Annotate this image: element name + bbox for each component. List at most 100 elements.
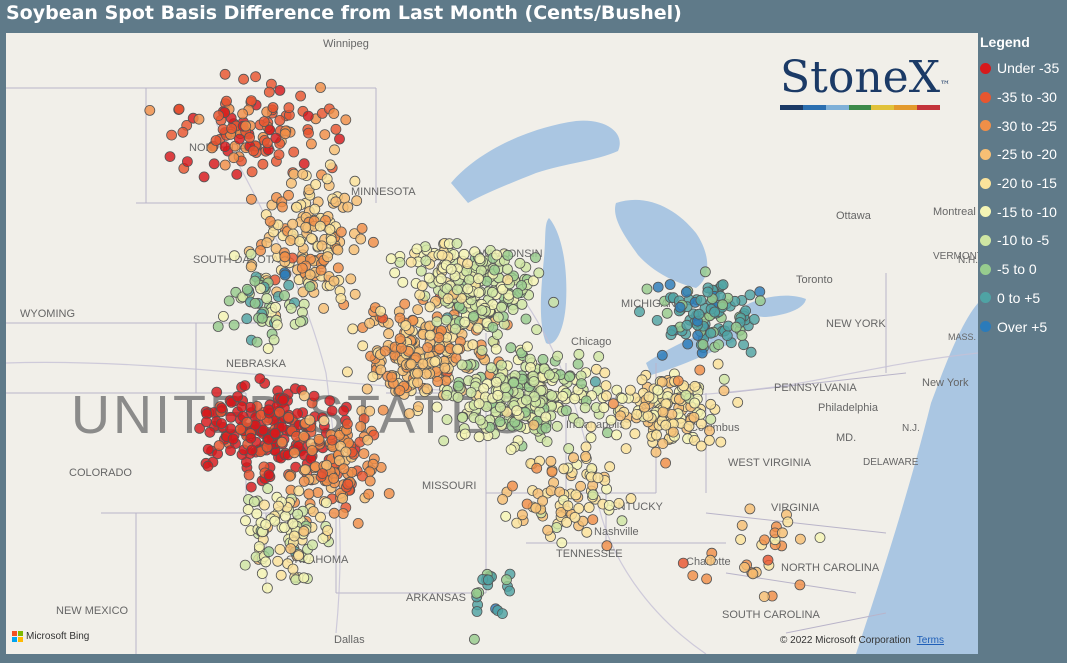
- basis-point[interactable]: [385, 253, 397, 265]
- basis-point[interactable]: [298, 158, 310, 170]
- basis-point[interactable]: [213, 110, 225, 121]
- basis-point[interactable]: [620, 418, 632, 430]
- basis-point[interactable]: [225, 445, 236, 457]
- basis-point[interactable]: [625, 384, 636, 396]
- basis-point[interactable]: [379, 345, 391, 357]
- basis-point[interactable]: [463, 274, 475, 286]
- basis-point[interactable]: [285, 302, 297, 314]
- basis-point[interactable]: [471, 606, 483, 617]
- basis-point[interactable]: [288, 146, 300, 158]
- basis-point[interactable]: [322, 251, 334, 263]
- basis-points-layer[interactable]: [144, 68, 826, 645]
- basis-point[interactable]: [505, 342, 517, 354]
- basis-point[interactable]: [563, 443, 575, 454]
- basis-point[interactable]: [713, 339, 724, 351]
- basis-point[interactable]: [575, 480, 586, 492]
- basis-point[interactable]: [292, 508, 304, 520]
- basis-point[interactable]: [351, 195, 363, 207]
- basis-point[interactable]: [613, 497, 625, 509]
- basis-point[interactable]: [604, 461, 616, 473]
- basis-point[interactable]: [672, 375, 684, 387]
- basis-point[interactable]: [262, 483, 274, 494]
- basis-point[interactable]: [782, 516, 794, 528]
- basis-point[interactable]: [322, 525, 334, 536]
- basis-point[interactable]: [666, 325, 678, 336]
- basis-point[interactable]: [314, 220, 326, 232]
- basis-point[interactable]: [257, 158, 269, 170]
- basis-point[interactable]: [502, 249, 514, 261]
- basis-point[interactable]: [687, 570, 699, 581]
- basis-point[interactable]: [407, 315, 419, 327]
- basis-point[interactable]: [438, 435, 450, 447]
- basis-point[interactable]: [239, 380, 251, 392]
- basis-point[interactable]: [245, 481, 257, 493]
- basis-point[interactable]: [246, 444, 258, 456]
- basis-point[interactable]: [412, 367, 424, 379]
- basis-point[interactable]: [299, 464, 311, 476]
- basis-point[interactable]: [287, 563, 299, 575]
- basis-point[interactable]: [341, 366, 353, 378]
- basis-point[interactable]: [491, 249, 503, 261]
- basis-point[interactable]: [533, 267, 545, 279]
- basis-point[interactable]: [326, 405, 338, 417]
- basis-point[interactable]: [287, 518, 299, 530]
- basis-point[interactable]: [272, 555, 284, 567]
- basis-point[interactable]: [736, 330, 748, 341]
- basis-point[interactable]: [326, 434, 338, 446]
- basis-point[interactable]: [546, 466, 558, 478]
- basis-point[interactable]: [429, 356, 441, 368]
- legend-item[interactable]: -35 to -30: [980, 83, 1065, 112]
- basis-point[interactable]: [245, 193, 257, 205]
- basis-point[interactable]: [777, 527, 788, 539]
- basis-point[interactable]: [364, 475, 376, 487]
- basis-point[interactable]: [473, 431, 485, 443]
- basis-point[interactable]: [279, 510, 291, 522]
- basis-point[interactable]: [251, 508, 263, 520]
- basis-point[interactable]: [219, 141, 231, 152]
- basis-point[interactable]: [255, 245, 266, 257]
- basis-point[interactable]: [611, 429, 622, 441]
- basis-point[interactable]: [754, 286, 766, 298]
- basis-point[interactable]: [204, 426, 216, 438]
- basis-point[interactable]: [307, 539, 318, 551]
- legend-item[interactable]: -30 to -25: [980, 111, 1065, 140]
- basis-point[interactable]: [495, 359, 507, 371]
- legend-item[interactable]: -15 to -10: [980, 197, 1065, 226]
- basis-point[interactable]: [701, 573, 712, 585]
- basis-point[interactable]: [468, 633, 480, 645]
- basis-point[interactable]: [321, 173, 333, 185]
- basis-point[interactable]: [241, 416, 253, 428]
- basis-point[interactable]: [528, 275, 539, 287]
- basis-point[interactable]: [528, 376, 540, 387]
- basis-point[interactable]: [468, 310, 479, 322]
- basis-point[interactable]: [497, 493, 509, 505]
- basis-point[interactable]: [625, 493, 637, 504]
- basis-point[interactable]: [300, 221, 312, 233]
- basis-point[interactable]: [318, 415, 330, 427]
- basis-point[interactable]: [496, 608, 508, 619]
- basis-point[interactable]: [332, 262, 344, 274]
- basis-point[interactable]: [328, 507, 340, 519]
- basis-point[interactable]: [244, 132, 256, 143]
- basis-point[interactable]: [236, 401, 248, 413]
- legend-item[interactable]: Under -35: [980, 54, 1065, 83]
- basis-point[interactable]: [634, 306, 645, 318]
- basis-point[interactable]: [355, 421, 367, 432]
- basis-point[interactable]: [512, 287, 524, 299]
- basis-point[interactable]: [736, 519, 748, 531]
- basis-point[interactable]: [592, 472, 604, 484]
- basis-point[interactable]: [293, 550, 305, 561]
- basis-point[interactable]: [389, 267, 401, 279]
- basis-point[interactable]: [580, 441, 592, 453]
- basis-point[interactable]: [349, 288, 361, 300]
- basis-point[interactable]: [762, 554, 774, 566]
- basis-point[interactable]: [579, 402, 591, 414]
- basis-point[interactable]: [424, 329, 436, 341]
- basis-point[interactable]: [452, 380, 464, 392]
- basis-point[interactable]: [248, 496, 260, 508]
- basis-point[interactable]: [555, 507, 567, 518]
- basis-point[interactable]: [573, 348, 585, 360]
- basis-point[interactable]: [441, 414, 453, 425]
- basis-point[interactable]: [225, 411, 237, 423]
- basis-point[interactable]: [315, 264, 327, 276]
